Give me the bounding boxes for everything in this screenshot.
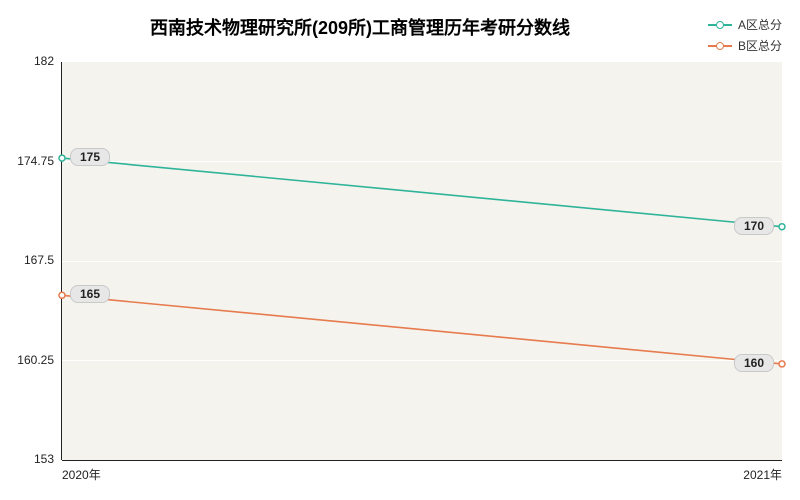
data-label: 175 [70, 148, 110, 166]
data-label: 160 [734, 354, 774, 372]
line-series-svg [0, 0, 800, 500]
data-label: 165 [70, 285, 110, 303]
data-marker [779, 361, 785, 367]
data-marker [779, 224, 785, 230]
series-line [62, 158, 782, 227]
data-label: 170 [734, 217, 774, 235]
chart-container: 西南技术物理研究所(209所)工商管理历年考研分数线 A区总分B区总分 1531… [0, 0, 800, 500]
series-line [62, 295, 782, 364]
data-marker [59, 155, 65, 161]
data-marker [59, 292, 65, 298]
